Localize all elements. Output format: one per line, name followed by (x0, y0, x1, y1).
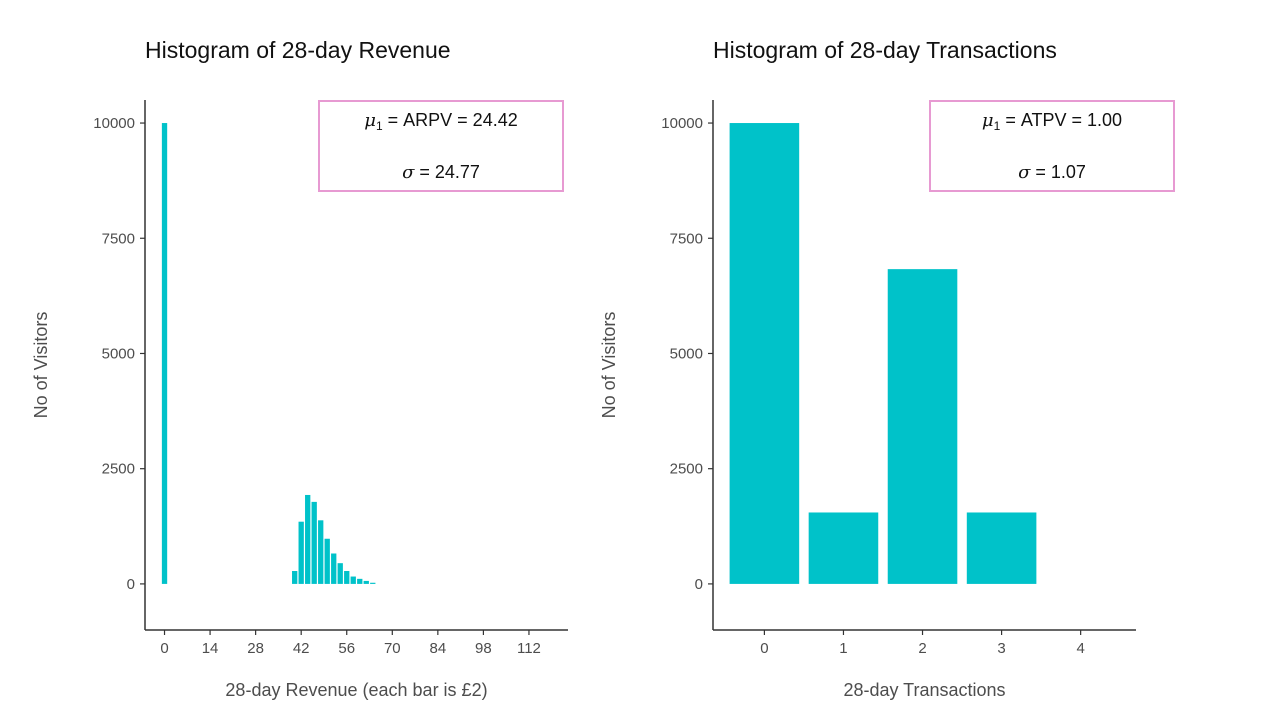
bar (887, 269, 958, 584)
x-tick-label: 2 (918, 640, 926, 657)
y-tick-label: 5000 (670, 345, 703, 362)
y-axis-label: No of Visitors (31, 312, 51, 419)
x-tick-label: 70 (384, 640, 401, 657)
mu-symbol: μ (364, 110, 376, 131)
bar (808, 512, 879, 584)
sigma-symbol: σ (1018, 162, 1031, 183)
x-tick-label: 56 (338, 640, 355, 657)
y-tick-label: 0 (695, 576, 703, 593)
y-tick-label: 0 (127, 576, 135, 593)
bar (331, 553, 337, 584)
y-axis-label: No of Visitors (599, 312, 619, 419)
bar (305, 494, 311, 584)
mu-subscript: 1 (994, 119, 1001, 133)
bar (350, 576, 356, 584)
stats-box: μ1 = ATPV = 1.00 σ = 1.07 (929, 100, 1175, 192)
stats-mean: μ1 = ATPV = 1.00 (982, 110, 1122, 133)
chart-title: Histogram of 28-day Transactions (713, 37, 1057, 63)
x-tick-label: 84 (430, 640, 447, 657)
x-tick-label: 3 (997, 640, 1005, 657)
y-tick-label: 2500 (670, 461, 703, 478)
x-tick-label: 28 (247, 640, 264, 657)
sd-value: = 1.07 (1030, 162, 1086, 182)
bar (363, 580, 369, 584)
x-tick-label: 112 (517, 640, 541, 657)
x-tick-label: 4 (1076, 640, 1084, 657)
bar (966, 512, 1037, 584)
chart-panel-1: Histogram of 28-day Revenue 0 2500 5000 7500… (31, 37, 568, 700)
bar (318, 520, 324, 584)
stats-box: μ1 = ARPV = 24.42 σ = 24.77 (318, 100, 564, 192)
sd-value: = 24.77 (414, 162, 480, 182)
bar (337, 563, 343, 584)
bar (161, 123, 168, 584)
stats-sd: σ = 1.07 (1018, 162, 1086, 183)
y-tick-label: 10000 (93, 115, 135, 132)
stats-sd: σ = 24.77 (402, 162, 480, 183)
y-tick-label: 7500 (670, 230, 703, 247)
bar (324, 538, 330, 584)
stats-box-border (929, 100, 1175, 192)
mu-subscript: 1 (376, 119, 383, 133)
sigma-symbol: σ (402, 162, 415, 183)
x-tick-label: 1 (839, 640, 847, 657)
x-tick-label: 14 (202, 640, 219, 657)
bar (298, 521, 304, 584)
mu-symbol: μ (982, 110, 994, 131)
stats-mean: μ1 = ARPV = 24.42 (364, 110, 517, 133)
mean-value: = ATPV = 1.00 (1000, 110, 1122, 130)
bar (311, 501, 317, 584)
chart-title: Histogram of 28-day Revenue (145, 37, 451, 63)
stats-box-border (318, 100, 564, 192)
x-tick-label: 0 (760, 640, 768, 657)
y-tick-label: 10000 (661, 115, 703, 132)
x-axis-label: 28-day Transactions (843, 680, 1005, 700)
bar (357, 578, 363, 584)
bar (370, 582, 376, 584)
y-tick-label: 2500 (102, 461, 135, 478)
x-tick-label: 0 (160, 640, 168, 657)
x-tick-label: 98 (475, 640, 492, 657)
y-tick-label: 5000 (102, 345, 135, 362)
chart-panel-2: Histogram of 28-day Transactions 0 2500 500… (599, 37, 1175, 700)
y-tick-label: 7500 (102, 230, 135, 247)
x-tick-label: 42 (293, 640, 310, 657)
bar (292, 571, 298, 584)
bar (344, 571, 350, 584)
x-axis-label: 28-day Revenue (each bar is £2) (225, 680, 487, 700)
bar (729, 123, 800, 584)
mean-value: = ARPV = 24.42 (383, 110, 518, 130)
